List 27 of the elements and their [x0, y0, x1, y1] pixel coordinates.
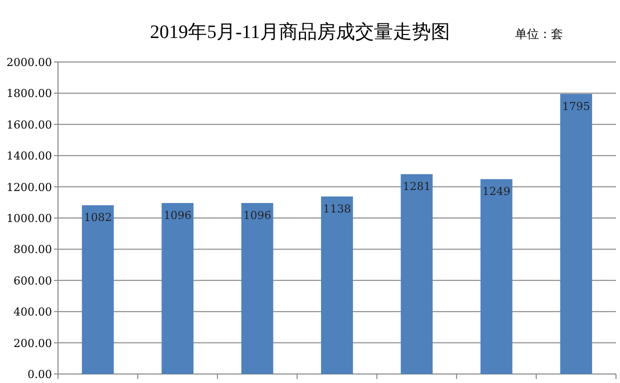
- y-tick-label: 1800.00: [6, 87, 52, 100]
- y-tick-label: 1400.00: [6, 150, 52, 163]
- y-tick-label: 200.00: [14, 336, 52, 350]
- data-label: 1249: [482, 185, 510, 198]
- bar: [400, 174, 433, 374]
- data-label: 1082: [84, 211, 112, 224]
- y-tick-label: 1200.00: [6, 180, 52, 194]
- y-tick-label: 400.00: [14, 306, 52, 319]
- y-tick-label: 0.00: [28, 368, 52, 381]
- y-tick-label: 1600.00: [6, 118, 52, 132]
- bar: [241, 203, 274, 374]
- y-tick-label: 2000.00: [6, 56, 52, 69]
- bar: [560, 94, 592, 374]
- bar: [162, 203, 194, 374]
- data-label: 1281: [402, 180, 431, 194]
- bar: [321, 196, 353, 374]
- data-label: 1096: [243, 209, 272, 222]
- y-tick-label: 800.00: [14, 243, 52, 256]
- data-label: 1096: [164, 209, 192, 222]
- bar: [82, 205, 114, 374]
- text: 单位：套: [515, 27, 563, 41]
- y-tick-label: 1000.00: [6, 212, 52, 225]
- bar: [480, 179, 512, 374]
- data-label: 1795: [562, 100, 590, 113]
- chart-title: 2019年5月-11月商品房成交量走势图: [150, 21, 450, 43]
- data-label: 1138: [323, 202, 351, 216]
- y-tick-label: 600.00: [14, 274, 52, 288]
